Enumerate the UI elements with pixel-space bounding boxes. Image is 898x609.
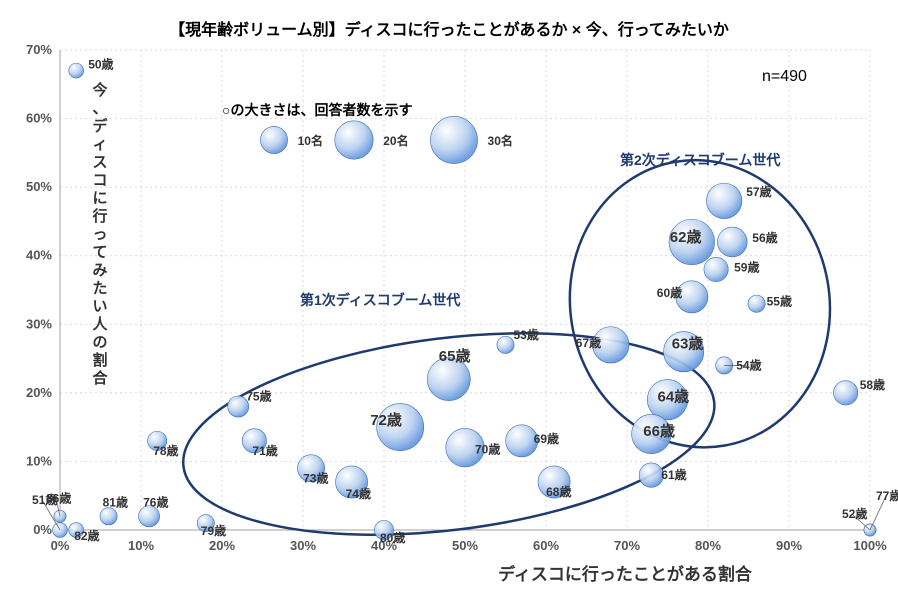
bubble-age-label: 68歳: [546, 484, 571, 499]
bubble-age-label: 60歳: [657, 285, 682, 300]
bubble-age-label: 52歳: [842, 506, 867, 521]
bubble-age-label: 81歳: [103, 494, 128, 509]
bubble-age-label: 57歳: [746, 184, 771, 199]
y-axis-title-char: デ: [92, 117, 108, 135]
y-axis-title-char: ス: [92, 154, 107, 171]
data-bubble: [497, 336, 514, 353]
bubble-age-label: 61歳: [661, 467, 686, 482]
x-tick-label: 70%: [614, 538, 640, 553]
y-axis-title-char: 合: [91, 369, 108, 387]
y-axis-title-char: コ: [92, 172, 107, 189]
y-axis-title-char: っ: [92, 226, 107, 243]
y-axis-title-char: た: [92, 280, 107, 297]
x-axis-title: ディスコに行ったことがある割合: [498, 564, 753, 584]
bubble-age-label: 73歳: [303, 470, 328, 485]
y-tick-label: 0%: [33, 522, 52, 537]
y-axis-title-char: て: [92, 244, 107, 261]
bubble-age-label: 79歳: [201, 523, 226, 538]
y-axis-title-char: み: [92, 262, 107, 279]
bubble-age-label: 82歳: [74, 528, 99, 543]
bubble-age-label: 54歳: [736, 357, 761, 372]
data-bubble: [100, 508, 117, 525]
bubble-age-label: 53歳: [514, 327, 539, 342]
y-axis-title-char: 今: [91, 81, 107, 99]
data-bubble: [706, 183, 741, 218]
data-bubble: [704, 257, 728, 281]
bubble-age-label: 86歳: [46, 490, 71, 505]
data-bubble: [748, 295, 765, 312]
bubble-age-label: 63歳: [672, 335, 704, 353]
x-tick-label: 80%: [695, 538, 721, 553]
x-tick-label: 100%: [853, 538, 887, 553]
data-bubble: [834, 381, 858, 405]
y-tick-label: 30%: [26, 316, 52, 331]
legend-bubble-label: 30名: [488, 133, 513, 148]
y-axis-title-char: に: [92, 190, 107, 207]
y-tick-label: 60%: [26, 111, 52, 126]
x-tick-label: 0%: [51, 538, 70, 553]
bubble-age-label: 77歳: [876, 488, 898, 503]
y-tick-label: 50%: [26, 179, 52, 194]
y-tick-label: 20%: [26, 385, 52, 400]
cluster-label: 第2次ディスコブーム世代: [620, 152, 780, 168]
bubble-age-label: 65歳: [439, 347, 471, 365]
legend-bubble: [335, 121, 373, 159]
legend-bubble-label: 10名: [298, 133, 323, 148]
y-axis-title-char: 行: [91, 207, 107, 225]
y-axis-title-char: の: [92, 334, 107, 351]
legend-bubble-label: 20名: [383, 133, 408, 148]
legend-bubble: [260, 126, 287, 153]
bubble-age-label: 70歳: [475, 442, 500, 457]
bubble-age-label: 71歳: [252, 443, 277, 458]
bubble-age-label: 56歳: [752, 230, 777, 245]
bubble-age-label: 72歳: [370, 411, 402, 429]
bubble-age-label: 62歳: [670, 228, 702, 246]
x-tick-label: 30%: [290, 538, 316, 553]
chart-svg: 0% 10% 20% 30% 40% 50% 60% 70% 80% 90% 100% 0% 10% 20…: [0, 0, 898, 609]
y-axis-title-char: い: [92, 298, 107, 315]
bubble-age-label: 66歳: [643, 422, 675, 440]
bubble-age-label: 50歳: [88, 57, 113, 72]
y-tick-label: 40%: [26, 248, 52, 263]
y-axis-title-char: ィ: [92, 136, 107, 153]
data-bubble: [69, 63, 84, 78]
bubble-age-label: 59歳: [734, 259, 759, 274]
y-tick-label: 10%: [26, 453, 52, 468]
bubble-age-label: 78歳: [153, 443, 178, 458]
x-tick-label: 20%: [209, 538, 235, 553]
bubble-age-label: 75歳: [246, 389, 271, 404]
bubble-age-label: 74歳: [346, 486, 371, 501]
y-tick-label: 70%: [26, 42, 52, 57]
data-bubble: [639, 463, 663, 487]
x-tick-label: 60%: [533, 538, 559, 553]
y-axis-title-char: 割: [92, 351, 107, 369]
bubble-age-label: 55歳: [767, 294, 792, 309]
bubble-age-label: 67歳: [576, 335, 601, 350]
bubble-age-label: 58歳: [860, 377, 885, 392]
x-tick-label: 50%: [452, 538, 478, 553]
y-axis-title-char: 、: [92, 100, 107, 117]
x-tick-label: 90%: [776, 538, 802, 553]
y-axis-title-char: 人: [92, 316, 108, 333]
bubble-age-label: 80歳: [380, 530, 405, 545]
data-bubble: [717, 227, 747, 257]
bubble-age-label: 76歳: [143, 494, 168, 509]
x-tick-label: 10%: [128, 538, 154, 553]
cluster-label: 第1次ディスコブーム世代: [300, 292, 460, 308]
chart-container: 【現年齢ボリューム別】ディスコに行ったことがあるか × 今、行ってみたいか n=…: [0, 0, 898, 609]
bubble-age-label: 64歳: [658, 388, 690, 406]
legend-bubble: [430, 116, 477, 163]
bubble-age-label: 69歳: [534, 431, 559, 446]
